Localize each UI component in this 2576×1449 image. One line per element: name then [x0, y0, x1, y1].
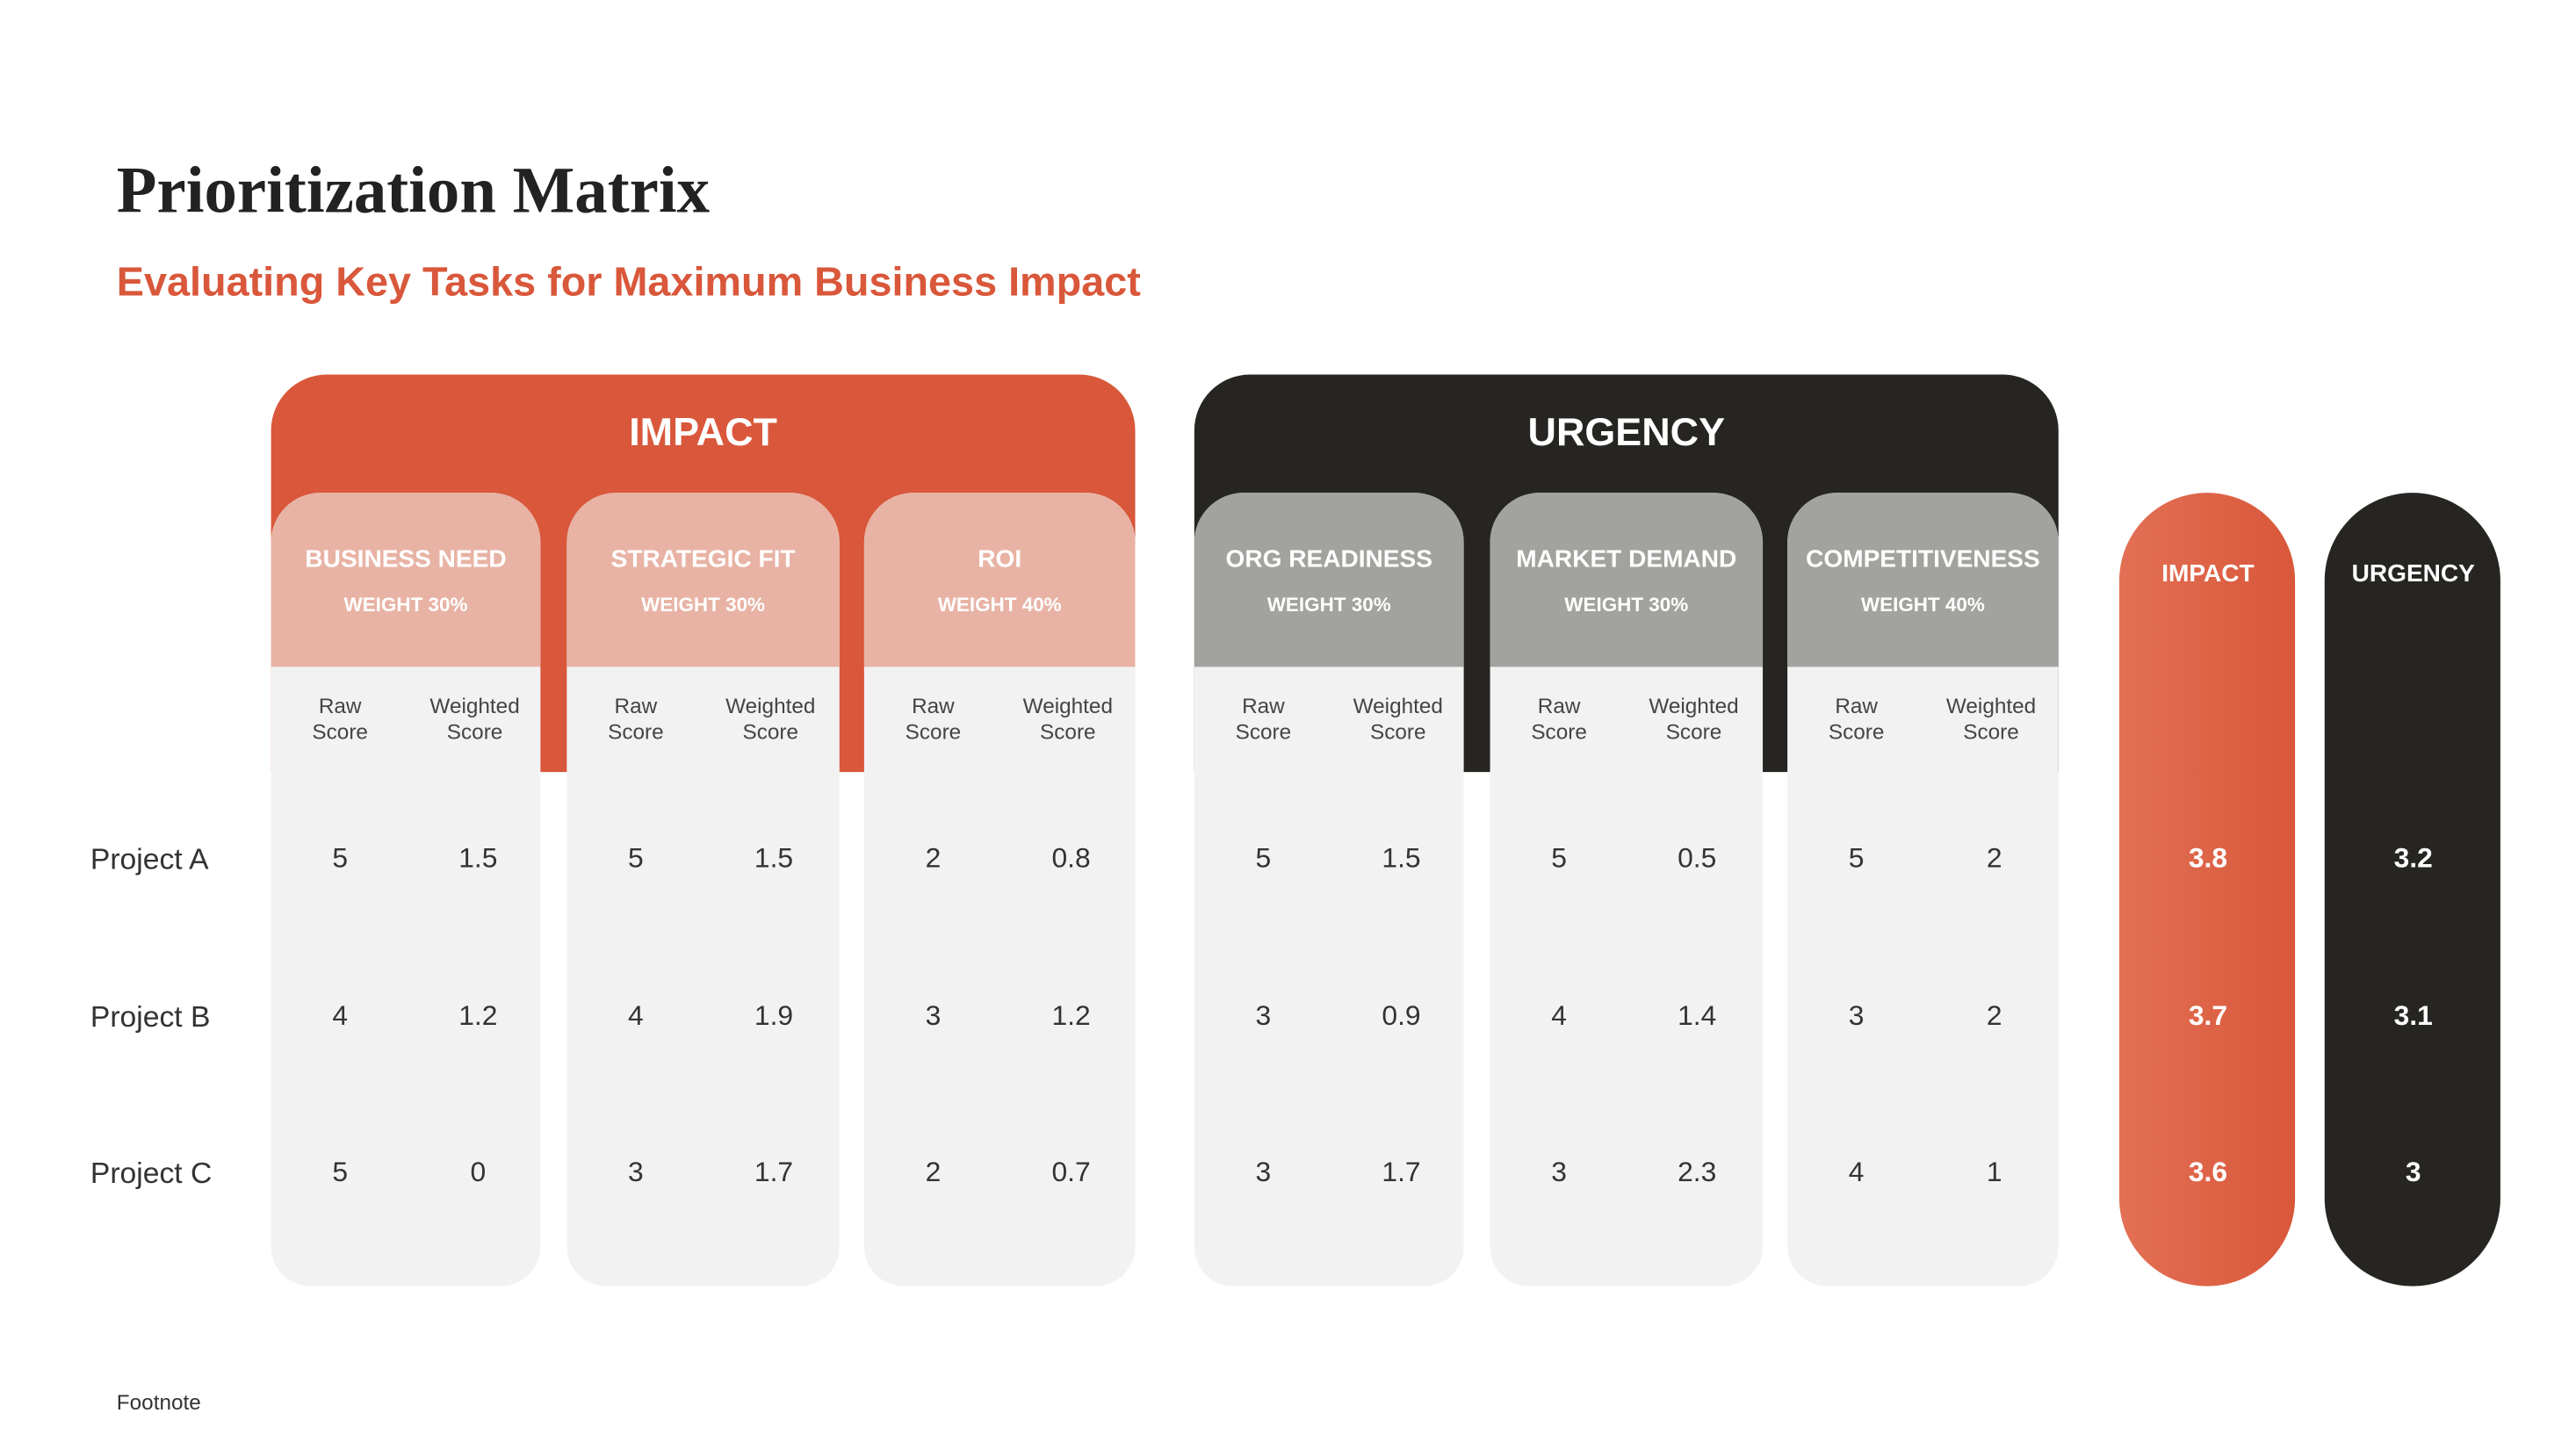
score: 4 [1848, 1156, 1865, 1188]
score: 2 [925, 842, 942, 875]
score: 3 [925, 1000, 942, 1032]
criterion-header [1490, 493, 1764, 667]
criterion-weight: WEIGHT 30% [343, 593, 468, 616]
score: 0.7 [1051, 1156, 1091, 1188]
score: 3 [1551, 1156, 1567, 1188]
score: 5 [332, 842, 349, 875]
score: 1.5 [754, 842, 794, 875]
criterion-header [1194, 493, 1464, 667]
sub-header: Raw [318, 693, 362, 718]
sub-header: Raw [1835, 693, 1878, 718]
score: 0.8 [1051, 842, 1091, 875]
sub-header: Weighted [429, 693, 520, 718]
title: Prioritization Matrix [116, 152, 711, 227]
sub-header: Raw [614, 693, 658, 718]
sub-header: Score [312, 719, 368, 745]
score: 1.7 [754, 1156, 794, 1188]
score: 1.9 [754, 1000, 794, 1032]
score: 0.9 [1382, 1000, 1421, 1032]
sub-header: Weighted [725, 693, 816, 718]
criterion-header [271, 493, 541, 667]
sub-header: Weighted [1353, 693, 1443, 718]
group-label: IMPACT [629, 410, 777, 456]
criterion-weight: WEIGHT 40% [1860, 593, 1985, 616]
score: 3 [1255, 1156, 1272, 1188]
sub-header: Score [1531, 719, 1587, 745]
criterion-header [863, 493, 1136, 667]
sub-header: Score [1040, 719, 1096, 745]
total-column [2324, 493, 2500, 1287]
sub-header: Score [1963, 719, 2019, 745]
score: 1.7 [1382, 1156, 1421, 1188]
subtitle: Evaluating Key Tasks for Maximum Busines… [116, 259, 1141, 306]
total-score: 3.8 [2188, 842, 2228, 875]
score: 4 [1551, 1000, 1567, 1032]
total-score: 3.7 [2188, 1000, 2228, 1032]
criterion-name: COMPETITIVENESS [1806, 545, 2040, 573]
criterion-name: ORG READINESS [1225, 545, 1432, 573]
total-score: 3.2 [2393, 842, 2433, 875]
criterion-name: ROI [978, 545, 1022, 573]
sub-header: Score [1665, 719, 1722, 745]
score: 1.2 [458, 1000, 498, 1032]
score: 4 [628, 1000, 644, 1032]
score: 2 [1986, 842, 2002, 875]
score: 1.4 [1678, 1000, 1717, 1032]
score: 0.5 [1678, 842, 1717, 875]
sub-header: Weighted [1649, 693, 1739, 718]
criterion-header [1787, 493, 2059, 667]
sub-header: Weighted [1945, 693, 2037, 718]
total-score: 3.6 [2188, 1156, 2228, 1188]
criterion-header [566, 493, 840, 667]
score: 3 [1848, 1000, 1865, 1032]
footnote: Footnote [116, 1389, 201, 1415]
score: 5 [1255, 842, 1272, 875]
sub-header: Weighted [1022, 693, 1113, 718]
score: 1.2 [1051, 1000, 1091, 1032]
score: 0 [470, 1156, 487, 1188]
score: 2.3 [1678, 1156, 1717, 1188]
criterion-weight: WEIGHT 30% [1564, 593, 1689, 616]
row-label: Project A [90, 842, 209, 876]
criterion-weight: WEIGHT 40% [937, 593, 1062, 616]
criterion-name: MARKET DEMAND [1516, 545, 1737, 573]
sub-header: Score [1370, 719, 1426, 745]
score: 1.5 [458, 842, 498, 875]
score: 5 [332, 1156, 349, 1188]
criterion-weight: WEIGHT 30% [1266, 593, 1391, 616]
total-label: URGENCY [2351, 559, 2475, 588]
score: 2 [1986, 1000, 2002, 1032]
score: 3 [628, 1156, 644, 1188]
sub-header: Raw [1537, 693, 1581, 718]
score: 2 [925, 1156, 942, 1188]
score: 3 [1255, 1000, 1272, 1032]
sub-header: Score [608, 719, 664, 745]
row-label: Project C [90, 1156, 213, 1190]
sub-header: Raw [912, 693, 955, 718]
criterion-name: STRATEGIC FIT [610, 545, 796, 573]
sub-header: Score [905, 719, 962, 745]
sub-header: Score [1235, 719, 1292, 745]
score: 5 [628, 842, 644, 875]
score: 1 [1986, 1156, 2002, 1188]
total-label: IMPACT [2161, 559, 2255, 588]
total-column [2118, 493, 2296, 1287]
criterion-weight: WEIGHT 30% [641, 593, 766, 616]
sub-header: Score [1828, 719, 1885, 745]
score: 5 [1551, 842, 1567, 875]
sub-header: Raw [1242, 693, 1285, 718]
sub-header: Score [446, 719, 503, 745]
score: 4 [332, 1000, 349, 1032]
score: 1.5 [1382, 842, 1421, 875]
total-score: 3.1 [2393, 1000, 2433, 1032]
score: 5 [1848, 842, 1865, 875]
total-score: 3 [2405, 1156, 2421, 1188]
row-label: Project B [90, 1000, 211, 1034]
group-label: URGENCY [1527, 410, 1726, 456]
sub-header: Score [742, 719, 799, 745]
criterion-name: BUSINESS NEED [305, 545, 507, 573]
